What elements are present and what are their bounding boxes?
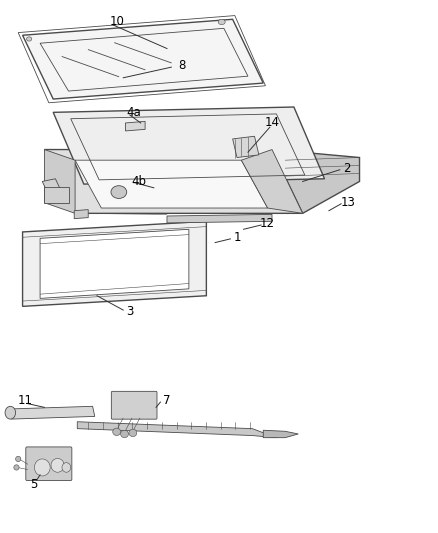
Text: 5: 5	[30, 478, 37, 491]
Ellipse shape	[218, 19, 225, 25]
Polygon shape	[166, 214, 272, 223]
Ellipse shape	[34, 459, 50, 476]
Ellipse shape	[111, 185, 127, 198]
Text: 7: 7	[163, 394, 170, 407]
Ellipse shape	[113, 428, 120, 435]
Polygon shape	[10, 406, 95, 419]
Text: 2: 2	[342, 161, 350, 175]
Polygon shape	[125, 122, 145, 131]
Polygon shape	[53, 107, 324, 184]
Ellipse shape	[120, 430, 128, 438]
Polygon shape	[263, 430, 297, 438]
Polygon shape	[40, 229, 188, 298]
Polygon shape	[22, 19, 263, 99]
Ellipse shape	[26, 37, 32, 41]
Ellipse shape	[5, 406, 15, 419]
Polygon shape	[77, 422, 276, 438]
Text: 14: 14	[264, 117, 279, 130]
Text: 8: 8	[178, 59, 186, 72]
Text: 1: 1	[233, 231, 240, 244]
FancyBboxPatch shape	[26, 447, 72, 481]
Polygon shape	[74, 209, 88, 219]
Text: 3: 3	[126, 305, 133, 318]
Text: 13: 13	[340, 196, 355, 209]
Text: 10: 10	[109, 15, 124, 28]
FancyBboxPatch shape	[111, 391, 157, 419]
Ellipse shape	[15, 456, 21, 462]
Polygon shape	[241, 150, 302, 213]
Polygon shape	[272, 150, 359, 213]
Polygon shape	[232, 136, 258, 158]
Polygon shape	[44, 150, 302, 213]
Ellipse shape	[62, 463, 71, 472]
Ellipse shape	[129, 429, 137, 437]
Ellipse shape	[14, 465, 19, 470]
Polygon shape	[75, 160, 267, 208]
Text: 4b: 4b	[131, 175, 146, 188]
Polygon shape	[42, 179, 64, 200]
Ellipse shape	[51, 458, 64, 472]
Text: 11: 11	[17, 394, 32, 407]
Polygon shape	[44, 150, 75, 213]
Text: 12: 12	[260, 217, 275, 230]
Polygon shape	[22, 221, 206, 306]
Polygon shape	[44, 187, 68, 203]
Text: 4a: 4a	[127, 106, 141, 119]
